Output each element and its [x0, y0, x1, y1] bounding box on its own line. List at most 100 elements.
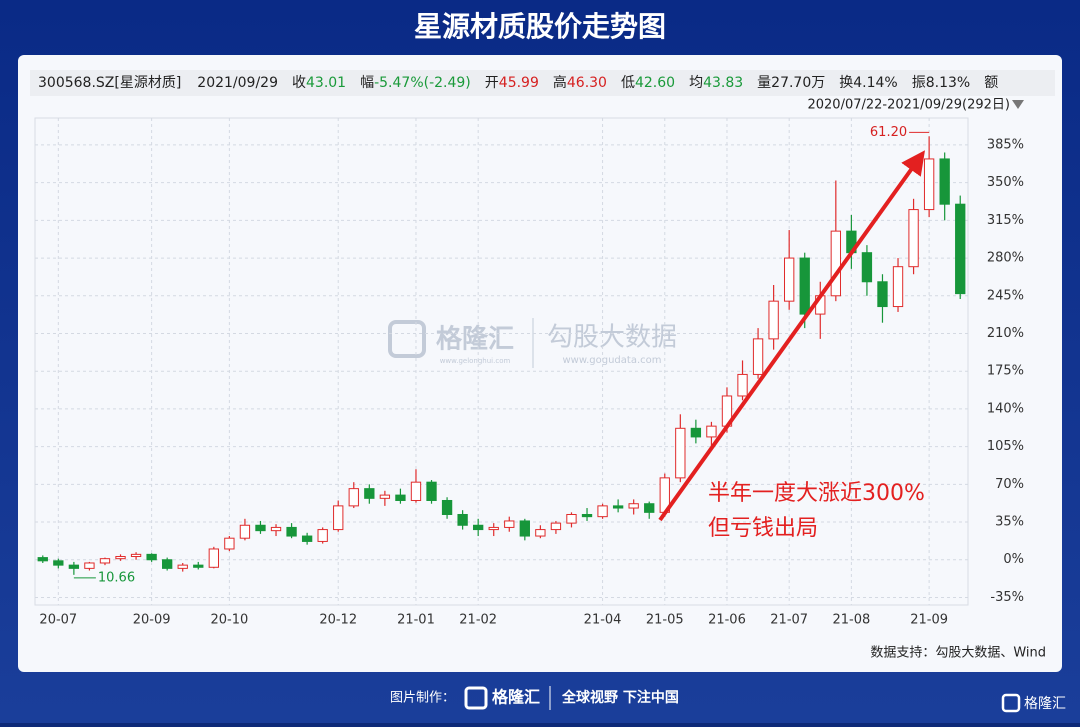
candle-body: [752, 338, 764, 375]
candle-body: [193, 564, 204, 568]
candle-body: [908, 209, 919, 268]
candle-body: [550, 522, 562, 531]
y-tick-label: -35%: [990, 590, 1024, 605]
info-date: 2021/09/29: [197, 75, 278, 91]
x-tick-label: 21-04: [584, 613, 622, 628]
candle-body: [177, 564, 188, 569]
info-line: 300568.SZ[星源材质] 2021/09/29 收43.01 幅-5.47%(-…: [38, 74, 998, 91]
x-tick-label: 20-07: [39, 613, 77, 628]
candle-body: [830, 230, 841, 297]
candle-body: [473, 524, 484, 531]
x-tick-label: 21-01: [397, 613, 435, 628]
candle-body: [675, 427, 686, 479]
candle-body: [737, 373, 748, 397]
candle-body: [644, 503, 655, 513]
candle-body: [955, 203, 966, 295]
y-tick-label: 210%: [987, 326, 1024, 341]
plot: -35% 0% 35% 70% 105% 140% 175% 210% 245% 280% 315%…: [34, 117, 1024, 628]
x-tick-label: 20-09: [133, 613, 171, 628]
candle-body: [892, 266, 904, 308]
min-label: 10.66: [98, 570, 135, 585]
candle-body: [348, 488, 359, 507]
candle-body: [255, 524, 266, 532]
candle-body: [395, 494, 406, 501]
y-tick-label: 280%: [987, 251, 1024, 266]
footer-made-by: 图片制作：: [390, 691, 455, 706]
footer-slogan: 全球视野 下注中国: [561, 689, 679, 706]
info-value: 43.83: [703, 75, 743, 91]
dropdown-icon: [1012, 100, 1024, 109]
watermark-data: 勾股大数据: [547, 323, 677, 353]
candle-body: [99, 558, 111, 564]
x-tick-label: 21-02: [459, 613, 497, 628]
watermark-url: www.gelonghui.com: [440, 357, 511, 365]
candle-body: [53, 560, 64, 566]
candle-body: [317, 529, 328, 542]
panel: [18, 55, 1062, 672]
y-tick-label: 35%: [995, 515, 1024, 530]
corner-logo: [1001, 693, 1021, 713]
x-tick-label: 21-05: [646, 613, 684, 628]
info-label: 均: [689, 75, 703, 91]
info-value: 8.13%: [926, 75, 970, 91]
candle-body: [364, 488, 375, 499]
candle-body: [410, 481, 422, 501]
info-label: 换: [839, 74, 853, 91]
info-value: 27.70万: [771, 75, 825, 91]
y-tick-label: 350%: [987, 175, 1024, 190]
annotation: 半年一度大涨近300%: [708, 481, 925, 506]
annotation: 但亏钱出局: [708, 516, 818, 541]
info-label: 额: [984, 75, 998, 91]
candle-body: [115, 556, 126, 560]
candle-body: [799, 257, 810, 315]
x-tick-label: 20-12: [319, 613, 357, 628]
candle-body: [130, 553, 142, 558]
info-label: 高: [553, 74, 567, 91]
candle-body: [519, 520, 530, 537]
y-tick-label: 315%: [987, 213, 1024, 228]
candle-body: [628, 503, 639, 509]
x-tick-label: 21-06: [708, 613, 746, 628]
candle-body: [706, 425, 717, 438]
page-title: 星源材质股价走势图: [414, 10, 666, 43]
info-label: 量: [757, 75, 771, 91]
candle-body: [239, 524, 251, 539]
watermark-brand: 格隆汇: [436, 324, 514, 355]
stock-code: 300568.SZ[星源材质]: [38, 75, 181, 91]
candle-body: [923, 158, 935, 211]
candle-body: [270, 526, 282, 532]
info-value: 4.14%: [853, 75, 897, 91]
max-label: 61.20: [870, 125, 907, 140]
y-tick-label: 105%: [987, 439, 1024, 454]
x-tick-label: 20-10: [210, 613, 248, 628]
candle-body: [535, 529, 546, 537]
date-range: 2020/07/22-2021/09/29(292日): [807, 98, 1010, 113]
candle-body: [457, 513, 468, 526]
x-tick-label: 21-07: [770, 613, 808, 628]
y-tick-label: 140%: [987, 401, 1024, 416]
candle-body: [84, 562, 95, 569]
candle-body: [768, 300, 779, 340]
info-value: 46.30: [567, 75, 607, 91]
candle-body: [566, 513, 577, 524]
info-label: 开: [485, 75, 499, 91]
info-label: 收: [292, 75, 306, 91]
info-label: 低: [621, 75, 635, 91]
candle-body: [162, 559, 173, 569]
y-tick-label: 0%: [1003, 552, 1024, 567]
candle-body: [784, 257, 795, 302]
x-tick-label: 21-09: [910, 613, 948, 628]
source: 数据支持：勾股大数据、Wind: [870, 646, 1046, 661]
corner-brand: 格隆汇: [1024, 696, 1066, 712]
candle-body: [333, 505, 344, 531]
watermark-logo: [388, 320, 426, 358]
candle-body: [877, 281, 888, 308]
candle-body: [597, 505, 608, 518]
y-tick-label: 70%: [995, 477, 1024, 492]
candle-body: [208, 548, 219, 568]
candle-body: [301, 535, 313, 542]
trend-arrow: [658, 150, 925, 522]
candle-body: [581, 513, 593, 518]
info-bar: [30, 70, 1055, 96]
